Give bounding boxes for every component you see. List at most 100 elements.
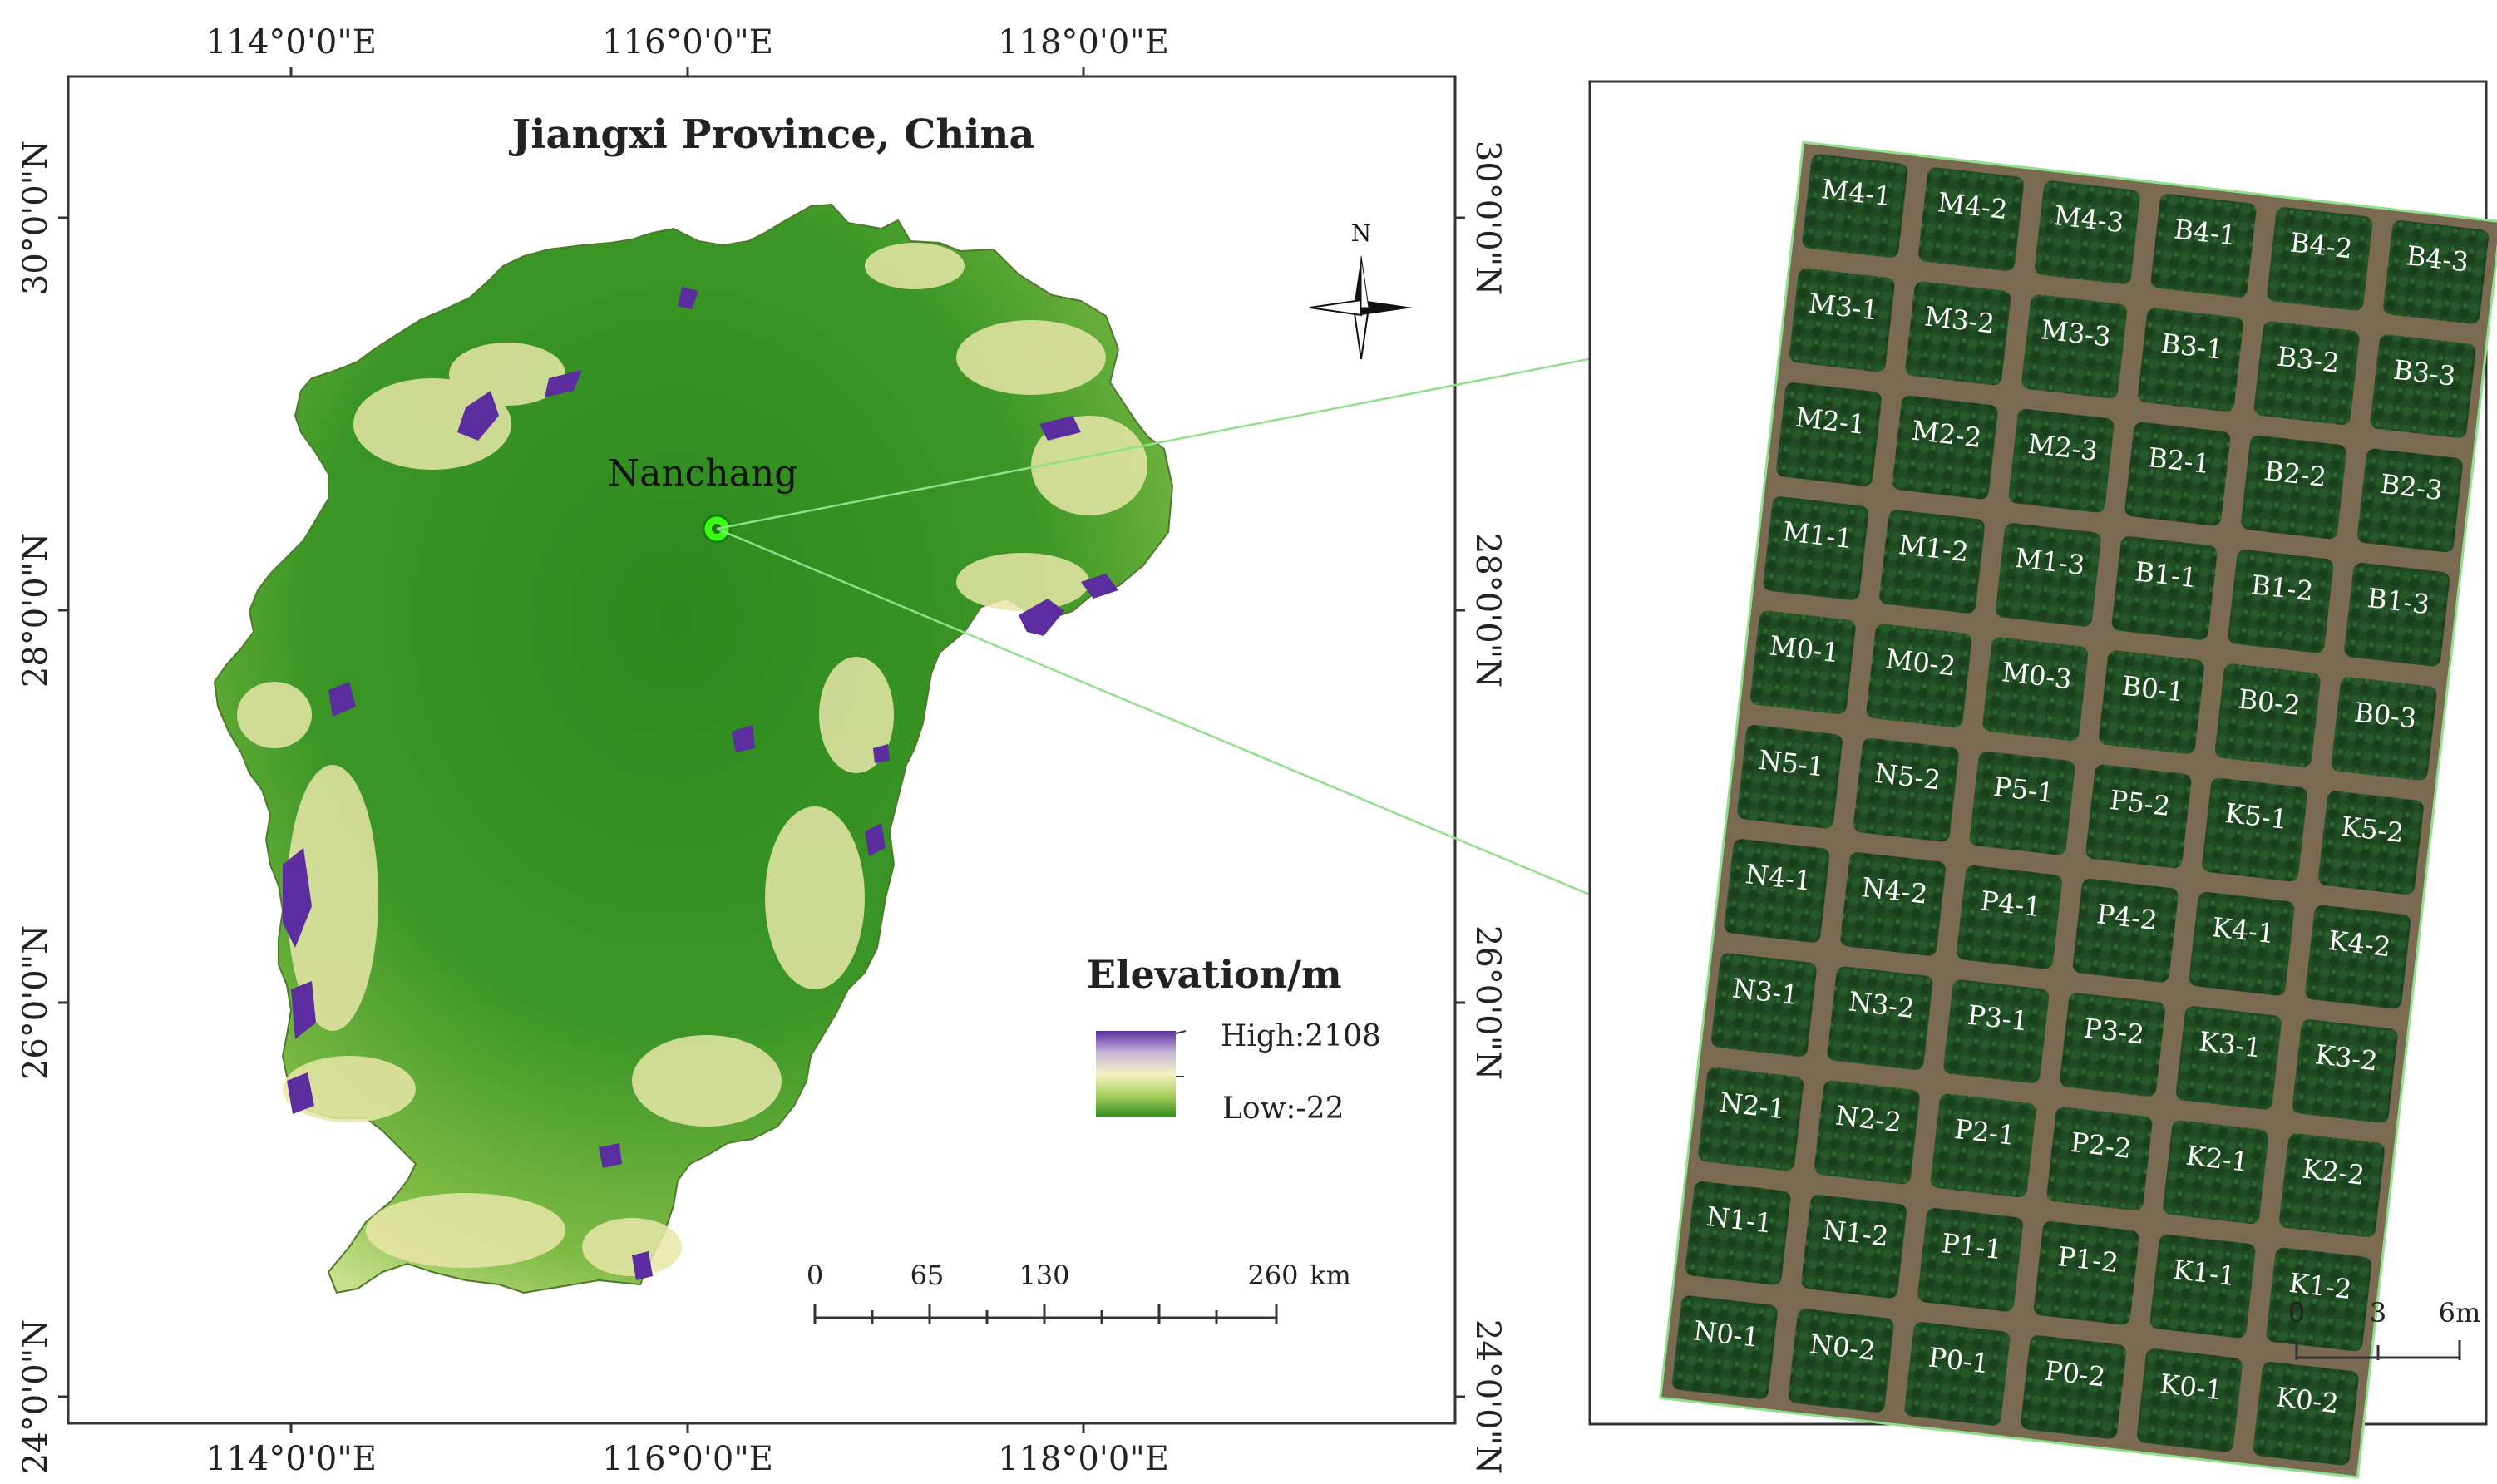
plot-label: P1-1 bbox=[1940, 1227, 2004, 1265]
left-tick-label: 28°0'0"N bbox=[17, 533, 55, 688]
top-tick-label: 118°0'0"E bbox=[998, 23, 1169, 62]
plot-canopy bbox=[2228, 550, 2334, 653]
plot-canopy bbox=[2266, 1247, 2372, 1352]
plot-canopy bbox=[1788, 1309, 1894, 1413]
plot-canopy bbox=[1917, 1207, 2023, 1312]
plot-cell: P3-1 bbox=[1943, 979, 2050, 1083]
plot-cell: N1-1 bbox=[1685, 1181, 1791, 1285]
plot-label: M3-3 bbox=[2039, 313, 2112, 353]
plot-cell: B0-3 bbox=[2331, 677, 2437, 781]
plot-cell: B0-2 bbox=[2214, 663, 2321, 767]
city-label: Nanchang bbox=[608, 452, 798, 495]
plot-cell: P5-1 bbox=[1969, 751, 2075, 855]
plot-canopy bbox=[2111, 536, 2218, 640]
plot-label: M0-3 bbox=[2001, 656, 2074, 695]
north-arrow-icon bbox=[1309, 255, 1413, 360]
plot-cell: N0-1 bbox=[1672, 1295, 1778, 1399]
plot-canopy bbox=[2149, 1234, 2256, 1339]
plot-label: N2-1 bbox=[1718, 1087, 1787, 1126]
plot-canopy bbox=[1789, 268, 1895, 372]
peak-areas bbox=[283, 287, 1118, 1280]
plot-cell: B1-2 bbox=[2228, 550, 2334, 653]
plot-cell: B4-3 bbox=[2383, 220, 2489, 324]
plot-canopy bbox=[2253, 1362, 2359, 1466]
plot-cell: N3-1 bbox=[1710, 953, 1817, 1058]
plot-cell: P0-1 bbox=[1904, 1322, 2011, 1426]
plot-cell: K0-2 bbox=[2253, 1362, 2359, 1466]
plot-canopy bbox=[1749, 610, 1856, 715]
right-tick-label: 28°0'0"N bbox=[1468, 533, 1507, 688]
province-outline bbox=[213, 203, 1174, 1294]
plot-label: K1-1 bbox=[2171, 1254, 2237, 1292]
plot-cell: N5-2 bbox=[1853, 737, 1959, 842]
scale-label: 260 bbox=[1247, 1260, 1298, 1291]
province-elevation-map bbox=[213, 203, 1174, 1294]
plot-cell: M4-1 bbox=[1802, 154, 1908, 258]
plot-label: N0-2 bbox=[1808, 1328, 1877, 1367]
plot-cell: B2-1 bbox=[2124, 422, 2231, 526]
plot-cell: B2-2 bbox=[2241, 435, 2346, 540]
plot-cell: N2-1 bbox=[1698, 1067, 1804, 1171]
plot-canopy bbox=[2267, 207, 2373, 311]
plot-label: B1-2 bbox=[2249, 569, 2315, 607]
plot-cell: K2-1 bbox=[2163, 1120, 2269, 1225]
plot-canopy bbox=[2060, 993, 2165, 1097]
plot-canopy bbox=[2331, 677, 2437, 781]
plot-canopy bbox=[2138, 308, 2243, 412]
plot-label: B4-1 bbox=[2172, 213, 2238, 251]
zoom-connector-lines bbox=[716, 329, 1735, 923]
plot-canopy bbox=[1802, 154, 1908, 258]
plot-canopy bbox=[2253, 321, 2360, 425]
upland-areas bbox=[237, 243, 1147, 1276]
plot-label: K0-2 bbox=[2274, 1381, 2340, 1419]
plot-canopy bbox=[1698, 1067, 1804, 1171]
plot-label: B0-2 bbox=[2237, 683, 2302, 721]
plot-cell: M2-2 bbox=[1892, 395, 1998, 500]
plot-label: M3-2 bbox=[1923, 300, 1996, 339]
plot-label: N1-2 bbox=[1821, 1214, 1890, 1253]
plot-canopy bbox=[2072, 878, 2179, 983]
plot-label: B0-3 bbox=[2352, 696, 2418, 734]
plot-label: M1-2 bbox=[1897, 529, 1970, 568]
scale-label: 65 bbox=[910, 1260, 945, 1291]
plot-cell: M0-3 bbox=[1982, 637, 2089, 742]
plot-cell: B1-1 bbox=[2111, 536, 2218, 640]
plot-canopy bbox=[1724, 839, 1830, 943]
plot-canopy bbox=[1737, 724, 1843, 829]
plot-canopy bbox=[2021, 294, 2128, 399]
plot-cell: B0-1 bbox=[2099, 650, 2204, 754]
plot-canopy bbox=[1814, 1080, 1920, 1185]
plot-label: K2-1 bbox=[2184, 1140, 2250, 1178]
north-arrow-label: N bbox=[1351, 219, 1372, 247]
plot-cell: N3-2 bbox=[1827, 966, 1933, 1070]
plot-canopy bbox=[1930, 1093, 2036, 1198]
plot-cell: B4-2 bbox=[2267, 207, 2373, 311]
plot-canopy bbox=[2214, 663, 2321, 767]
left-tick-label: 30°0'0"N bbox=[17, 141, 55, 295]
plot-canopy bbox=[1918, 167, 2024, 271]
main-map: 114°0'0"E 116°0'0"E 118°0'0"E 114°0'0"E … bbox=[17, 23, 1507, 1478]
plot-label: N4-1 bbox=[1744, 858, 1813, 897]
plot-label: P4-1 bbox=[1979, 885, 2043, 923]
plot-canopy bbox=[2085, 764, 2192, 869]
plot-canopy bbox=[2292, 1019, 2398, 1123]
left-tick-label: 26°0'0"N bbox=[17, 925, 55, 1080]
plot-cell: M1-3 bbox=[1996, 523, 2101, 627]
plot-label: M0-2 bbox=[1884, 643, 1957, 682]
plot-canopy bbox=[2033, 1220, 2139, 1325]
plot-grid: M4-1 M4-2 M4-3 B4-1 B4-2 B4-3 M3-1 M3-2 M3-3 B3-1… bbox=[1672, 154, 2489, 1466]
plot-canopy bbox=[2344, 562, 2450, 667]
plot-label: N4-2 bbox=[1860, 871, 1929, 910]
plot-label: B1-1 bbox=[2134, 555, 2199, 594]
map-frame-ticks bbox=[58, 67, 1465, 1433]
plot-canopy bbox=[1892, 395, 1998, 500]
plot-canopy bbox=[1904, 1322, 2011, 1426]
plot-label: K3-2 bbox=[2313, 1038, 2379, 1077]
plot-label: B4-3 bbox=[2405, 239, 2470, 278]
plot-cell: N4-1 bbox=[1724, 839, 1830, 943]
map-scale-bar: 0 65 130 260 km bbox=[807, 1260, 1351, 1324]
bottom-tick-label: 118°0'0"E bbox=[998, 1440, 1169, 1478]
plot-cell: K0-1 bbox=[2137, 1348, 2243, 1452]
inset-scale-bar: 0 3 6m bbox=[2288, 1297, 2480, 1360]
bottom-tick-label: 114°0'0"E bbox=[205, 1440, 377, 1478]
